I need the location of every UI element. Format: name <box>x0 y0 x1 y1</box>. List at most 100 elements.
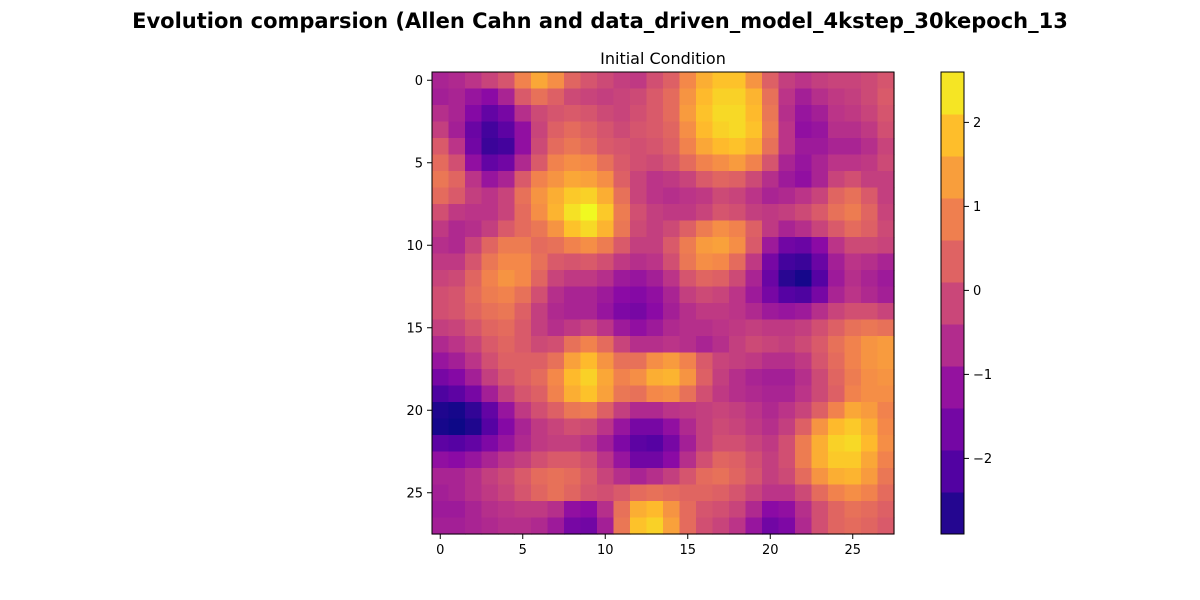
heatmap-cell <box>498 204 516 222</box>
heatmap-cell <box>580 336 598 354</box>
heatmap-cell <box>481 352 499 370</box>
heatmap-cell <box>811 468 829 486</box>
heatmap-cell <box>729 204 747 222</box>
heatmap-cell <box>613 237 631 255</box>
heatmap-cell <box>448 451 466 469</box>
heatmap-cell <box>514 303 532 321</box>
heatmap-cell <box>597 204 615 222</box>
heatmap-cell <box>498 154 516 172</box>
heatmap-cell <box>564 121 582 139</box>
heatmap-cell <box>762 286 780 304</box>
heatmap-cell <box>729 402 747 420</box>
heatmap-cell <box>613 369 631 387</box>
heatmap-cell <box>432 121 450 139</box>
heatmap-cell <box>481 303 499 321</box>
heatmap-cell <box>745 220 763 238</box>
heatmap-cell <box>729 154 747 172</box>
heatmap-cell <box>877 286 895 304</box>
heatmap-cell <box>580 517 598 535</box>
heatmap-cell <box>679 501 697 519</box>
heatmap-cell <box>778 369 796 387</box>
heatmap-cell <box>432 385 450 403</box>
heatmap-cell <box>613 105 631 123</box>
heatmap-cell <box>597 171 615 189</box>
heatmap-cell <box>696 468 714 486</box>
heatmap-cell <box>597 187 615 205</box>
heatmap-cell <box>465 418 483 436</box>
heatmap-cell <box>712 402 730 420</box>
heatmap-cell <box>531 72 549 90</box>
heatmap-cell <box>564 418 582 436</box>
heatmap-cell <box>795 105 813 123</box>
heatmap-cell <box>547 204 565 222</box>
heatmap-cell <box>547 138 565 156</box>
heatmap-cell <box>498 435 516 453</box>
heatmap-cell <box>729 286 747 304</box>
heatmap-cell <box>498 468 516 486</box>
heatmap-cell <box>547 319 565 337</box>
heatmap-cell <box>696 451 714 469</box>
heatmap-cell <box>597 253 615 271</box>
heatmap-cell <box>531 352 549 370</box>
heatmap-cell <box>514 336 532 354</box>
heatmap-cell <box>811 138 829 156</box>
heatmap-cell <box>531 237 549 255</box>
heatmap-cell <box>795 402 813 420</box>
heatmap-cell <box>646 501 664 519</box>
heatmap-cell <box>531 204 549 222</box>
heatmap-cell <box>432 468 450 486</box>
heatmap-cell <box>679 171 697 189</box>
heatmap-cell <box>811 435 829 453</box>
heatmap-cell <box>745 270 763 288</box>
heatmap-cell <box>498 303 516 321</box>
heatmap-cell <box>597 138 615 156</box>
heatmap-cell <box>696 105 714 123</box>
heatmap-cell <box>597 72 615 90</box>
heatmap-cell <box>597 352 615 370</box>
heatmap-cell <box>514 154 532 172</box>
heatmap-cell <box>564 451 582 469</box>
heatmap-cell <box>646 286 664 304</box>
heatmap-cell <box>877 154 895 172</box>
heatmap-cell <box>547 121 565 139</box>
heatmap-cell <box>498 352 516 370</box>
heatmap-cell <box>712 253 730 271</box>
heatmap-cell <box>613 220 631 238</box>
heatmap-cell <box>597 237 615 255</box>
heatmap-cell <box>580 72 598 90</box>
colorbar-band <box>941 408 964 451</box>
axes-title: Initial Condition <box>600 49 726 68</box>
heatmap-cell <box>498 105 516 123</box>
heatmap-cell <box>448 253 466 271</box>
heatmap-cell <box>448 303 466 321</box>
heatmap-cell <box>729 105 747 123</box>
heatmap-cell <box>795 154 813 172</box>
heatmap-cell <box>597 468 615 486</box>
heatmap-cell <box>745 72 763 90</box>
heatmap-cell <box>432 88 450 106</box>
heatmap-cell <box>531 435 549 453</box>
heatmap-cell <box>679 303 697 321</box>
heatmap-cell <box>597 270 615 288</box>
heatmap-cell <box>465 352 483 370</box>
heatmap-cell <box>597 369 615 387</box>
heatmap-cell <box>465 138 483 156</box>
heatmap-cell <box>465 253 483 271</box>
heatmap-cell <box>663 451 681 469</box>
heatmap-cell <box>795 303 813 321</box>
heatmap-cell <box>564 138 582 156</box>
heatmap-cell <box>597 154 615 172</box>
heatmap-cell <box>564 270 582 288</box>
heatmap-cell <box>630 72 648 90</box>
heatmap-cell <box>564 468 582 486</box>
heatmap-cell <box>844 484 862 502</box>
heatmap-cell <box>844 187 862 205</box>
heatmap-cell <box>795 369 813 387</box>
heatmap-cell <box>613 336 631 354</box>
heatmap-cell <box>514 171 532 189</box>
heatmap-cell <box>498 187 516 205</box>
heatmap-cell <box>745 336 763 354</box>
heatmap-cell <box>811 286 829 304</box>
heatmap-cell <box>498 286 516 304</box>
heatmap-cell <box>762 501 780 519</box>
